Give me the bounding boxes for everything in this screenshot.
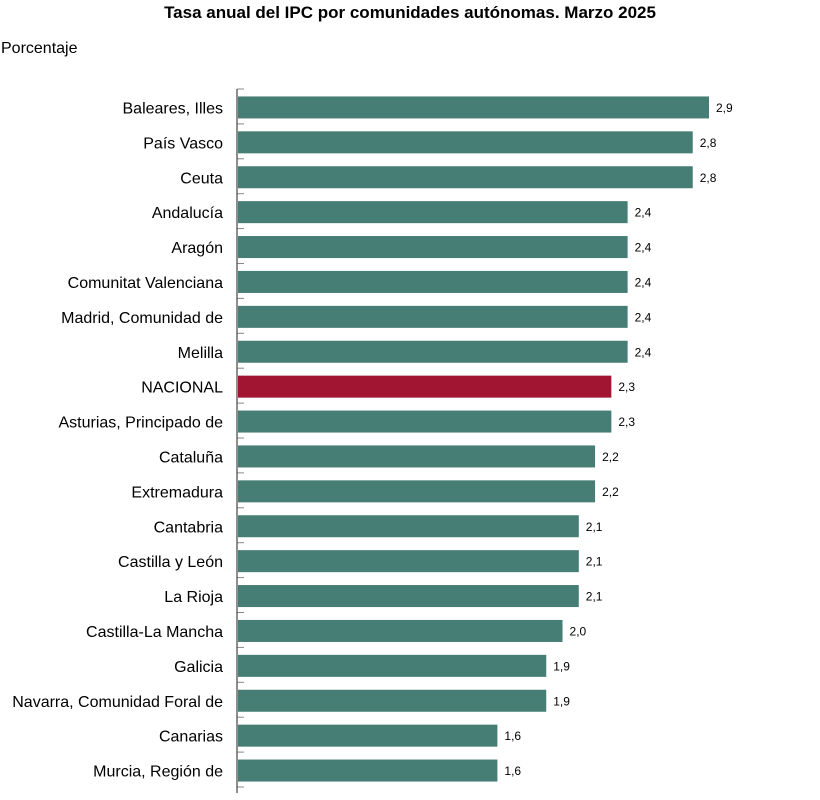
category-label: La Rioja [164, 589, 223, 606]
value-label: 1,9 [553, 694, 570, 708]
value-label: 2,3 [618, 380, 635, 394]
value-label: 2,1 [586, 590, 603, 604]
category-label: Murcia, Región de [93, 764, 223, 781]
bar [238, 619, 563, 642]
bar [238, 340, 628, 363]
category-label: Cataluña [159, 449, 223, 466]
category-label: Asturias, Principado de [58, 415, 223, 432]
value-label: 2,9 [716, 101, 733, 115]
value-label: 2,3 [618, 415, 635, 429]
category-label: Extremadura [131, 484, 223, 501]
value-label: 2,2 [602, 485, 619, 499]
category-label: Comunitat Valenciana [68, 275, 223, 292]
value-label: 2,4 [635, 275, 652, 289]
category-label: Cantabria [154, 519, 223, 536]
value-label: 1,6 [504, 729, 521, 743]
category-label: Canarias [159, 729, 223, 746]
category-label: Melilla [178, 345, 223, 362]
category-label: Baleares, Illes [123, 100, 224, 117]
value-label: 2,8 [700, 136, 717, 150]
category-label: Andalucía [152, 205, 223, 222]
bar [238, 515, 579, 538]
category-label: Ceuta [180, 170, 223, 187]
bar [238, 236, 628, 259]
bar [238, 375, 612, 398]
value-label: 2,8 [700, 171, 717, 185]
bar [238, 166, 693, 189]
unit-label: Porcentaje [1, 40, 78, 57]
chart-title: Tasa anual del IPC por comunidades autón… [164, 3, 656, 22]
category-label: Galicia [174, 659, 223, 676]
value-label: 2,2 [602, 450, 619, 464]
value-label: 2,4 [635, 241, 652, 255]
bar [238, 410, 612, 433]
bar [238, 654, 547, 677]
bar [238, 201, 628, 224]
bar [238, 480, 596, 503]
value-label: 2,4 [635, 206, 652, 220]
value-label: 2,0 [570, 624, 587, 638]
category-label: NACIONAL [141, 380, 223, 397]
bar [238, 550, 579, 573]
bar [238, 305, 628, 328]
bar [238, 96, 709, 119]
bar [238, 270, 628, 293]
bar [238, 689, 547, 712]
value-label: 2,4 [635, 345, 652, 359]
category-label: Madrid, Comunidad de [61, 310, 223, 327]
bar [238, 724, 498, 747]
value-label: 2,1 [586, 520, 603, 534]
bar [238, 759, 498, 782]
value-label: 2,1 [586, 555, 603, 569]
bar [238, 131, 693, 154]
category-label: Castilla y León [118, 554, 223, 571]
category-label: Navarra, Comunidad Foral de [12, 694, 223, 711]
category-label: Aragón [171, 240, 223, 257]
category-label: Castilla-La Mancha [86, 624, 223, 641]
bar [238, 445, 596, 468]
value-label: 2,4 [635, 310, 652, 324]
value-label: 1,6 [504, 764, 521, 778]
category-label: País Vasco [143, 135, 223, 152]
bar [238, 585, 579, 608]
value-label: 1,9 [553, 659, 570, 673]
